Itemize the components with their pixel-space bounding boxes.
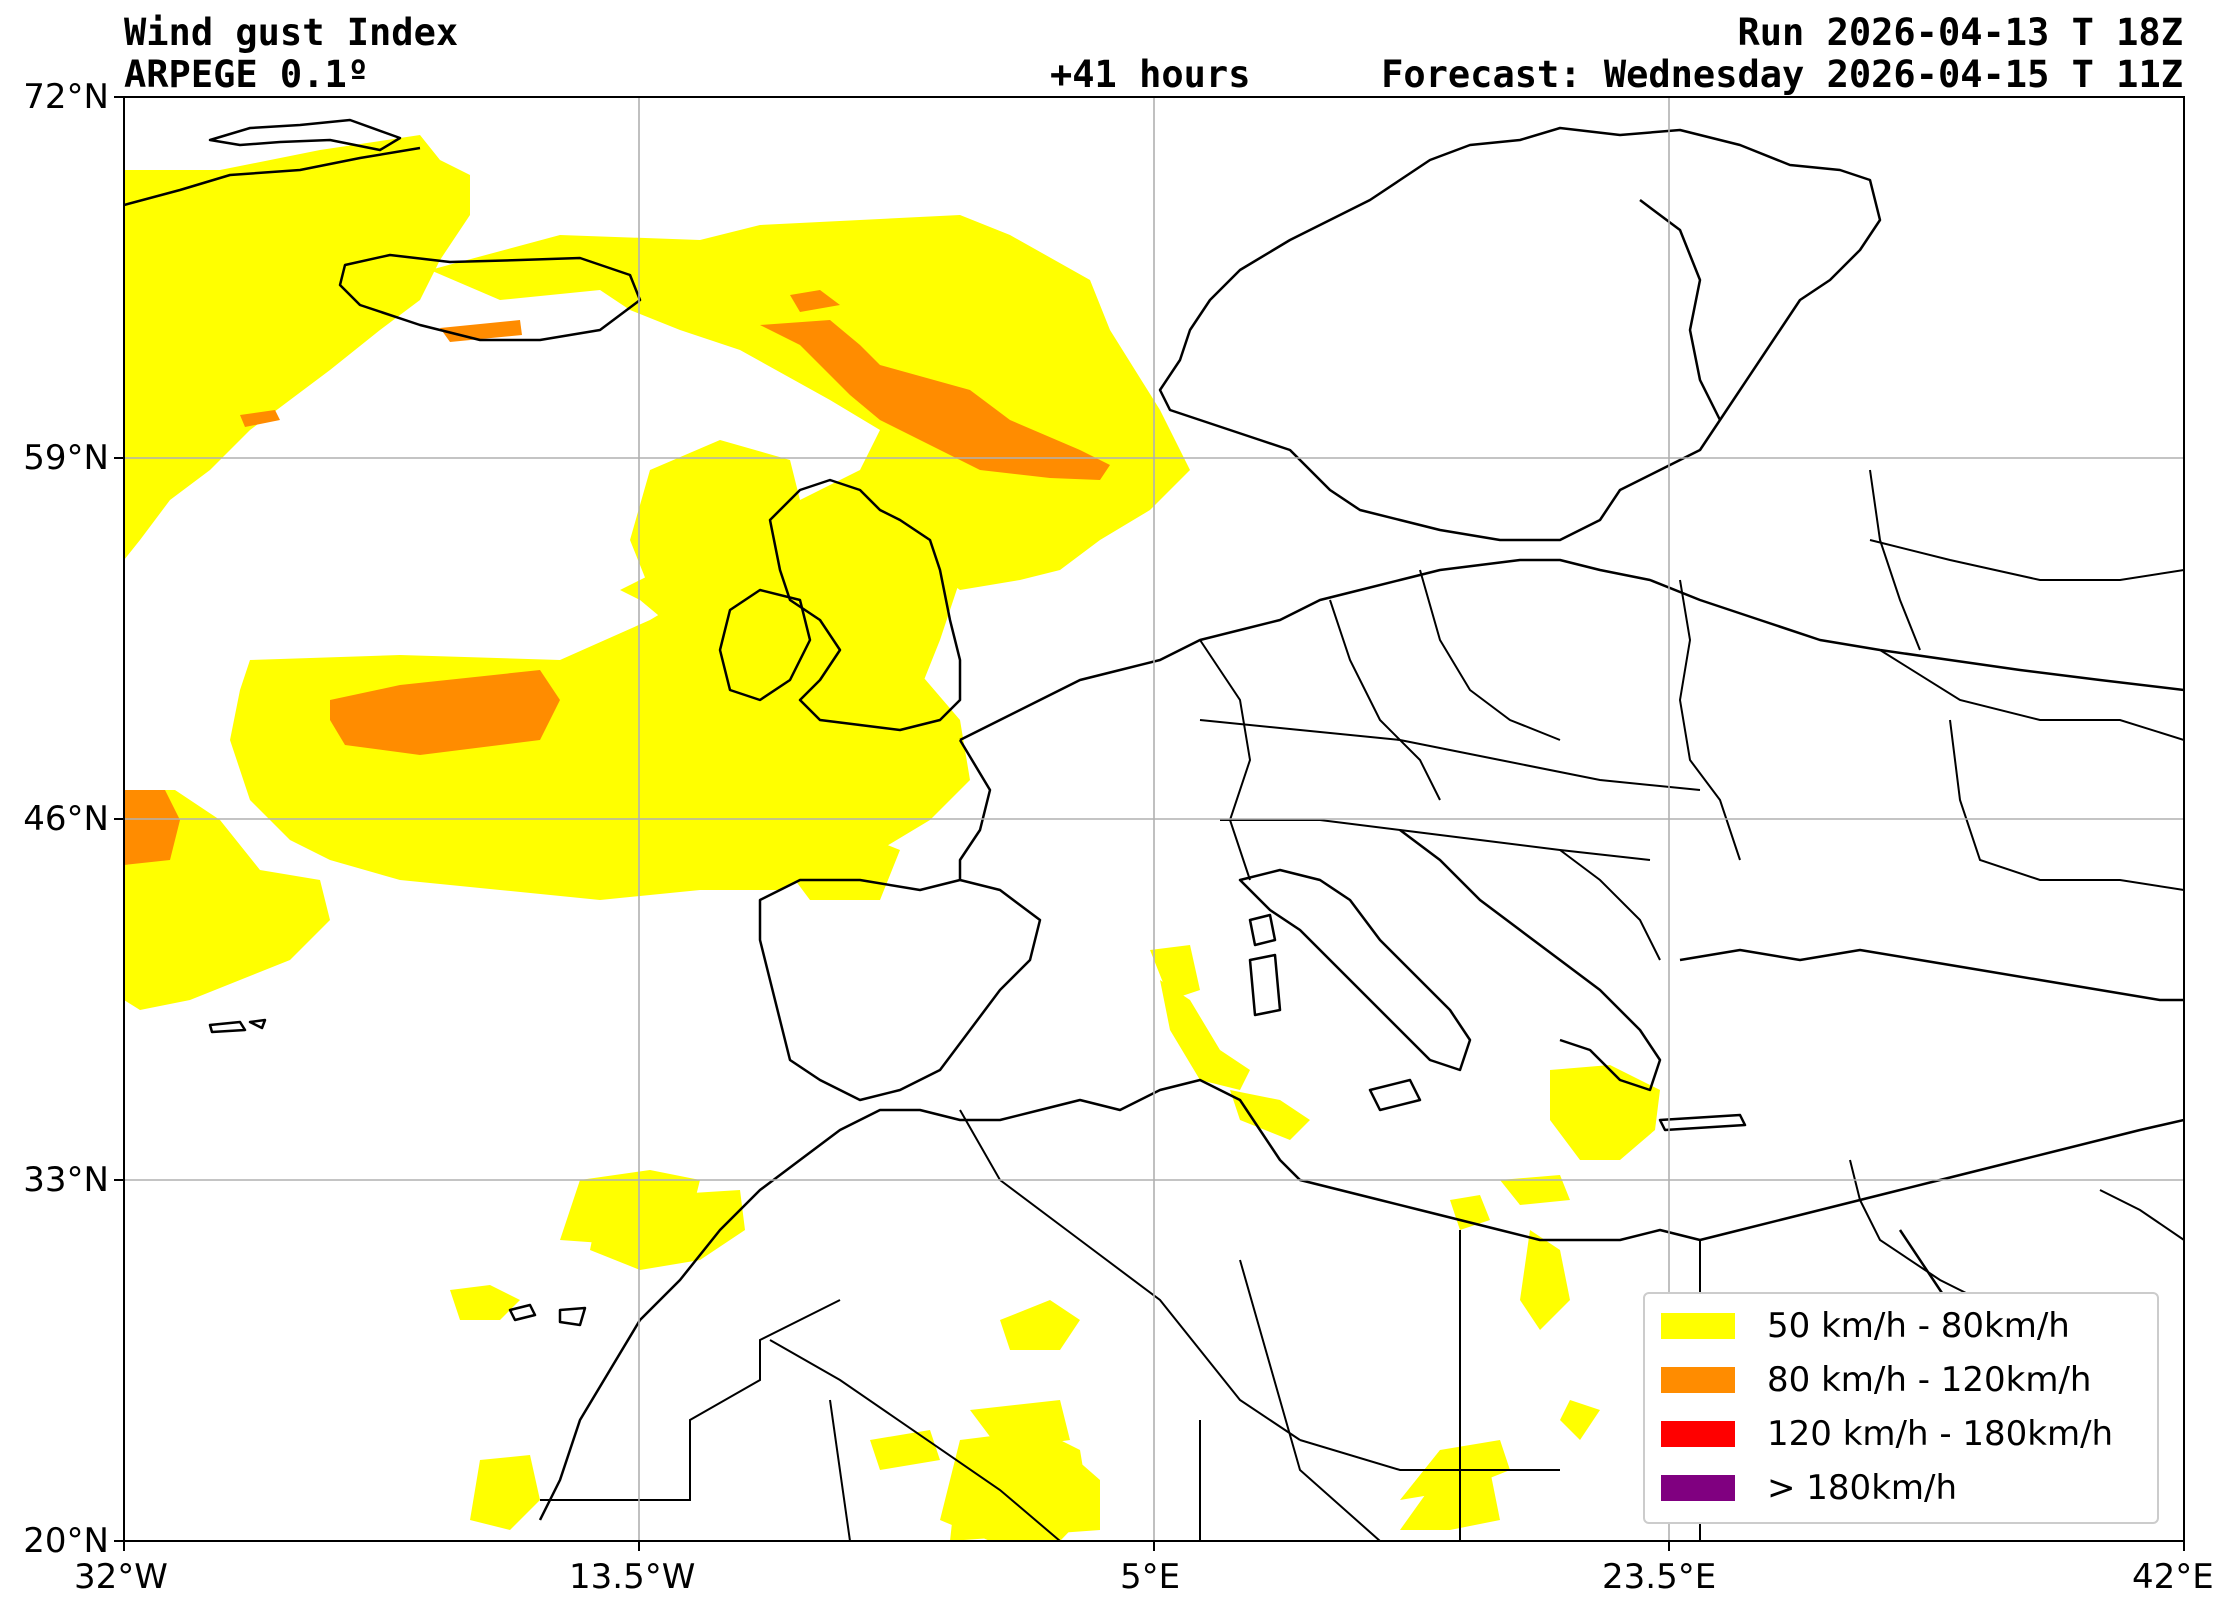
legend-swatch-red [1661, 1421, 1735, 1447]
legend-swatch-orange [1661, 1367, 1735, 1393]
lon-label-23-5e: 23.5°E [1602, 1557, 1717, 1597]
legend-item: 80 km/h - 120km/h [1661, 1360, 2091, 1400]
svalbard-coast [208, 118, 402, 152]
sicily [1368, 1078, 1422, 1112]
turkey-coast [1679, 948, 2184, 1002]
legend-swatch-yellow [1661, 1313, 1735, 1339]
iceland-coast [338, 253, 642, 342]
model-label: ARPEGE 0.1º [124, 53, 370, 96]
canaries [508, 1303, 587, 1327]
legend-label: 80 km/h - 120km/h [1767, 1360, 2092, 1400]
scandinavia-coast [1158, 126, 1882, 542]
tick-marks [114, 96, 2185, 1551]
lon-label-5e: 5°E [1120, 1557, 1181, 1597]
forecast-label: Forecast: Wednesday 2026-04-15 T 11Z [1381, 53, 2183, 96]
legend-item: 120 km/h - 180km/h [1661, 1414, 2113, 1454]
run-label: Run 2026-04-13 T 18Z [1737, 11, 2183, 54]
lon-label-32w: 32°W [74, 1557, 168, 1597]
lat-label-33n: 33°N [23, 1160, 109, 1200]
lon-label-13-5w: 13.5°W [569, 1557, 696, 1597]
ireland-coast [718, 588, 812, 702]
legend-label: 120 km/h - 180km/h [1767, 1414, 2114, 1454]
balkans-coast [1399, 829, 1662, 1092]
lat-label-72n: 72°N [23, 77, 109, 117]
lat-label-46n: 46°N [23, 799, 109, 839]
italy-coast [1238, 868, 1472, 1072]
finland-border [1639, 199, 1722, 421]
legend-swatch-purple [1661, 1475, 1735, 1501]
france-coast [958, 739, 992, 880]
gust-80-120-areas [124, 290, 1110, 865]
greenland-coast [124, 146, 421, 207]
europe-mainland-coast [959, 558, 2184, 742]
legend: 50 km/h - 80km/h 80 km/h - 120km/h 120 k… [1643, 1292, 2159, 1524]
iberia-coast [758, 878, 1042, 1102]
legend-label: > 180km/h [1767, 1468, 1958, 1508]
lon-label-42e: 42°E [2132, 1557, 2214, 1597]
lat-label-59n: 59°N [23, 438, 109, 478]
legend-label: 50 km/h - 80km/h [1767, 1306, 2070, 1346]
corsica-sardinia [1248, 913, 1282, 1017]
crete [1658, 1113, 1747, 1132]
uk-coast [768, 478, 962, 732]
map-title: Wind gust Index [124, 11, 459, 54]
lead-time-label: +41 hours [1050, 53, 1251, 96]
azores [208, 1018, 267, 1034]
legend-item: 50 km/h - 80km/h [1661, 1306, 2070, 1346]
legend-item: > 180km/h [1661, 1468, 1957, 1508]
lat-label-20n: 20°N [23, 1521, 109, 1561]
